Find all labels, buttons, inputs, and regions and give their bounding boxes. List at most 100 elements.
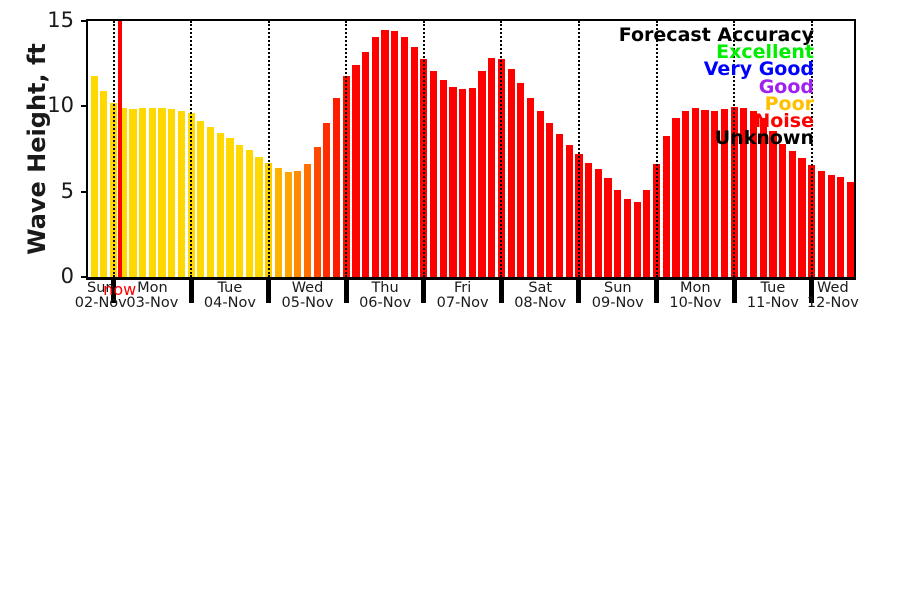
wave-height-bar [400,37,409,277]
day-label-sun-02-nov: Sun 02-Nov [66,281,136,310]
day-boundary-axis-tick [421,277,427,303]
day-date: 06-Nov [359,294,412,311]
wave-height-bar [623,198,632,277]
wave-height-bar [90,75,98,277]
day-boundary-axis-tick [731,277,737,303]
day-name: Fri [454,280,472,296]
now-line [118,21,123,277]
wave-height-bar [837,177,845,277]
day-boundary-dotted-line [655,21,658,277]
day-boundary-dotted-line [577,21,580,277]
y-tick-mark-left [81,20,88,22]
wave-height-bar [294,171,302,277]
wave-height-bar [177,110,186,277]
wave-height-bar [468,87,476,277]
wave-height-bar [662,136,670,277]
wave-height-bar [643,189,651,277]
y-tick-mark-left [81,190,88,193]
wave-height-bar [158,108,166,277]
wave-height-bar [168,108,176,277]
wave-height-bar [740,108,748,277]
y-tick-label-10: 10 [47,93,74,118]
day-name: Tue [217,280,243,296]
legend-items: Excellent Very Good Good Poor Noise Unknown [619,41,814,148]
y-tick-label-5: 5 [60,178,74,203]
wave-height-bar [759,118,767,277]
day-label-mon-10-nov: Mon 10-Nov [660,281,730,310]
day-boundary-dotted-line [267,21,270,277]
day-name: Wed [291,280,324,296]
day-label-fri-07-nov: Fri 07-Nov [428,281,498,310]
wave-height-bar [507,68,515,277]
day-boundary-dotted-line [190,21,193,277]
wave-height-bar [488,57,496,277]
wave-height-bar [119,108,127,277]
day-boundary-axis-tick [654,277,660,303]
wave-height-bar [245,149,253,277]
y-tick-label-15: 15 [47,8,74,32]
day-name: Sat [528,280,553,296]
wave-height-bar [391,31,399,277]
day-boundary-dotted-line [345,21,348,277]
wave-height-bar [526,97,535,277]
day-label-sat-08-nov: Sat 08-Nov [505,281,575,310]
day-boundary-axis-tick [111,277,117,303]
day-name: Sun [86,280,115,296]
day-date: 02-Nov [74,294,127,311]
day-label-sun-09-nov: Sun 09-Nov [583,281,653,310]
day-boundary-axis-tick [576,277,582,303]
wave-height-bar [100,90,108,277]
wave-height-bar [303,163,312,277]
legend-item-noise: Noise [754,110,814,133]
day-label-mon-03-nov: Mon 03-Nov [117,281,187,310]
wave-height-bar [284,172,292,277]
day-boundary-axis-tick [498,277,504,303]
y-axis-title: Wave Height, ft [23,43,51,255]
legend-item-good: Good [758,75,814,98]
day-name: Wed [817,280,849,296]
day-date: 08-Nov [514,294,567,311]
wave-height-bar [565,144,573,277]
wave-height-bar [459,89,467,277]
day-boundary-dotted-line [112,21,115,277]
y-tick-mark-left [81,105,88,108]
wave-height-bar [633,201,641,277]
wave-height-bar [410,46,418,277]
wave-height-bar [701,109,709,277]
wave-height-bar [323,123,331,277]
wave-height-bar [594,169,602,277]
wave-height-bar [197,120,205,277]
wave-height-bar [672,118,680,277]
wave-height-bar [333,97,341,277]
bar-series-container [88,21,854,277]
day-date: 05-Nov [281,294,334,311]
day-date: 03-Nov [126,294,179,311]
forecast-accuracy-legend: Forecast Accuracy Excellent Very Good Good… [618,24,814,148]
legend-title: Forecast Accuracy [618,24,814,46]
wave-height-bar [439,79,447,277]
wave-height-bar [720,108,729,277]
day-boundary-axis-tick [266,277,272,303]
day-boundary-axis-tick [343,277,349,303]
day-name: Mon [137,280,168,296]
wave-height-bar [216,132,224,277]
day-date: 12-Nov [806,294,859,311]
legend-item-excellent: Excellent [716,41,814,64]
wave-height-bar [362,51,370,277]
wave-height-bar [148,108,156,277]
wave-height-bar [255,156,263,277]
wave-height-bar [614,189,622,277]
wave-height-bar [779,143,787,277]
day-date: 10-Nov [669,294,722,311]
wave-height-bar [556,133,564,277]
day-date: 07-Nov [436,294,489,311]
wave-height-bar [817,171,825,277]
wave-height-bar [274,167,282,277]
wave-height-bar [711,111,719,277]
day-boundary-dotted-line [500,21,503,277]
wave-height-bar [129,108,137,277]
day-name: Sun [603,280,632,296]
wave-height-bar [546,123,554,277]
wave-height-bar [139,108,147,277]
day-date: 04-Nov [203,294,256,311]
